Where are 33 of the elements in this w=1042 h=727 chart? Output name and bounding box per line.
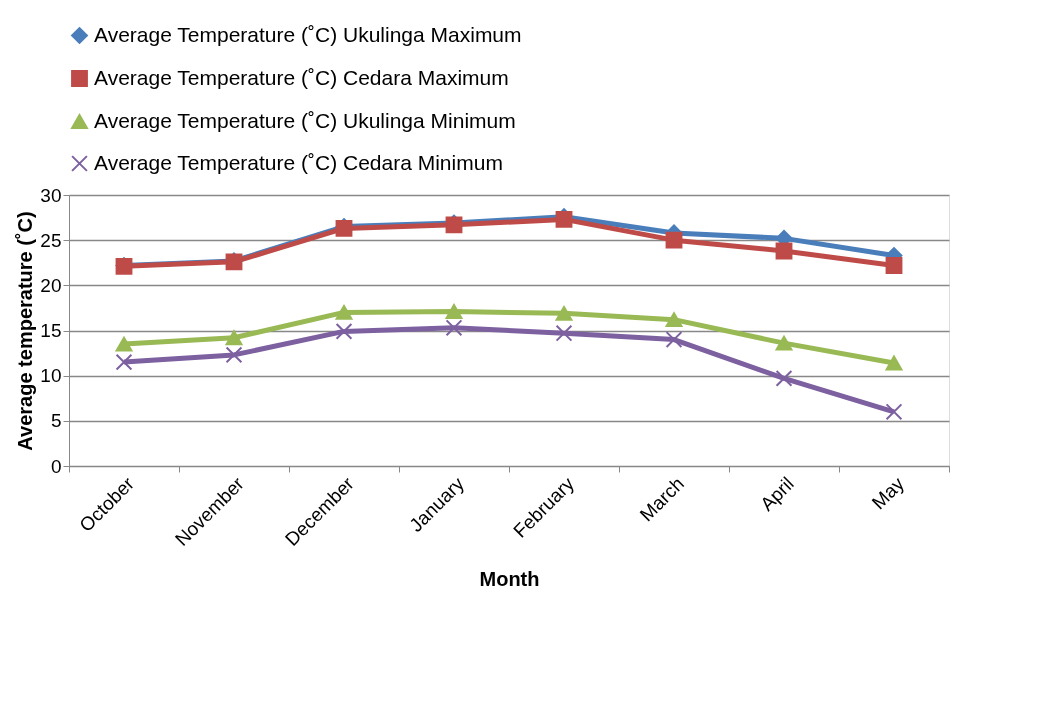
point <box>225 346 243 364</box>
x-tick-label: May <box>867 472 909 514</box>
point <box>555 305 573 321</box>
y-tick-label: 0 <box>50 455 62 477</box>
point <box>665 231 683 249</box>
y-tick-label: 10 <box>40 365 62 387</box>
point <box>885 355 903 371</box>
point <box>225 330 243 346</box>
y-tick-label: 5 <box>50 410 62 432</box>
point <box>555 324 573 342</box>
point <box>445 319 463 337</box>
legend-label: Average Temperature (˚C) Ukulinga Maximum <box>94 22 522 46</box>
y-axis-title: Average temperature (˚C) <box>14 211 37 451</box>
point <box>115 353 133 371</box>
y-tick-label: 20 <box>40 274 62 296</box>
point <box>885 403 903 421</box>
point <box>335 305 353 320</box>
point <box>665 331 683 348</box>
point <box>775 335 793 351</box>
y-tick-label: 30 <box>40 184 62 206</box>
point <box>665 312 683 328</box>
point <box>775 242 793 260</box>
legend-label: Average Temperature (˚C) Cedara Minimum <box>94 150 503 174</box>
point <box>775 369 793 387</box>
legend-label: Average Temperature (˚C) Cedara Maximum <box>94 65 509 89</box>
y-tick-label: 15 <box>40 320 62 341</box>
x-axis-title: Month <box>479 567 540 590</box>
point <box>885 257 903 274</box>
point <box>445 304 463 319</box>
point <box>335 322 353 340</box>
y-tick-label: 25 <box>40 229 62 251</box>
point <box>115 336 133 352</box>
legend-label: Average Temperature (˚C) Ukulinga Minimum <box>94 108 516 132</box>
